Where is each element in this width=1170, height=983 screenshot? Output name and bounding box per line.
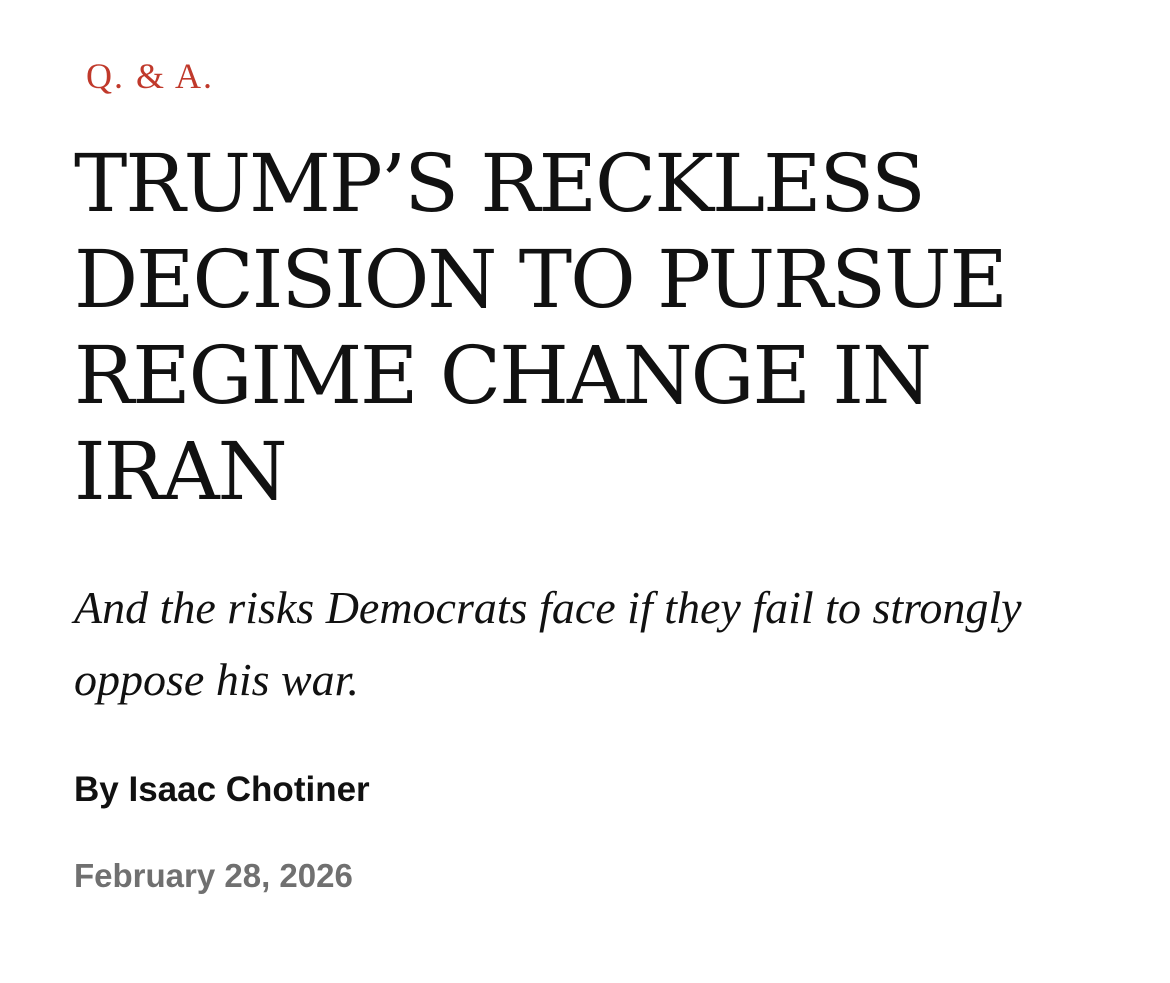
byline: By Isaac Chotiner bbox=[74, 768, 370, 812]
publish-date: February 28, 2026 bbox=[74, 857, 353, 894]
byline-prefix: By bbox=[74, 770, 129, 809]
author-link[interactable]: Isaac Chotiner bbox=[128, 770, 370, 809]
headline: Trump’s Reckless Decision to Pursue Regi… bbox=[74, 137, 1008, 518]
dek-subtitle: And the risks Democrats face if they fai… bbox=[74, 582, 1022, 705]
rubric-label[interactable]: Q. & A. bbox=[86, 56, 215, 96]
